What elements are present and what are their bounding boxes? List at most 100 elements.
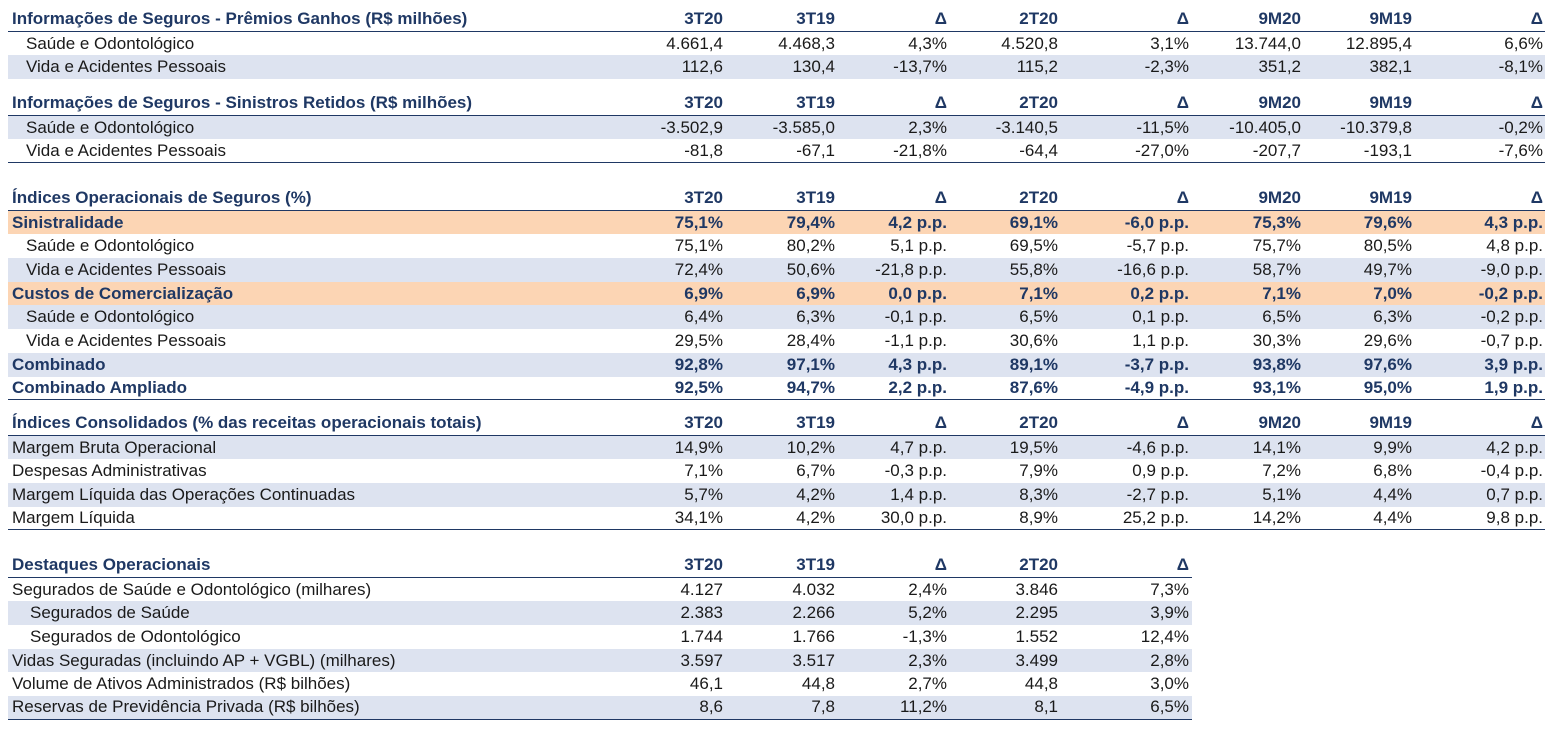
cell: 1,1 p.p. bbox=[1132, 330, 1189, 350]
cell: 79,4% bbox=[786, 212, 835, 232]
col-header: Δ bbox=[1176, 9, 1189, 29]
cell: 4.127 bbox=[680, 579, 723, 599]
col-header: Δ bbox=[1530, 93, 1543, 113]
cell: -16,6 p.p. bbox=[1117, 259, 1189, 279]
cell: 4,2 p.p. bbox=[1486, 437, 1543, 457]
cell: 3.517 bbox=[792, 650, 835, 670]
col-header: Δ bbox=[1176, 413, 1189, 433]
section-title: Índices Operacionais de Seguros (%) bbox=[12, 188, 312, 208]
cell: 80,2% bbox=[786, 236, 835, 256]
table-row: Vida e Acidentes Pessoais 72,4% 50,6% -2… bbox=[8, 258, 1545, 282]
row-label: Combinado bbox=[12, 354, 106, 374]
cell: 89,1% bbox=[1009, 354, 1058, 374]
cell: 49,7% bbox=[1363, 259, 1412, 279]
cell: -193,1 bbox=[1363, 140, 1412, 160]
cell: 93,8% bbox=[1252, 354, 1301, 374]
cell: 58,7% bbox=[1252, 259, 1301, 279]
cell: -3.502,9 bbox=[660, 117, 723, 137]
cell: 14,2% bbox=[1252, 508, 1301, 528]
col-header: Δ bbox=[1530, 413, 1543, 433]
row-label: Saúde e Odontológico bbox=[26, 117, 195, 137]
col-header: 3T19 bbox=[796, 9, 835, 29]
col-header: Δ bbox=[1176, 93, 1189, 113]
cell: 2,7% bbox=[908, 674, 947, 694]
cell: 3.846 bbox=[1015, 579, 1058, 599]
cell: 29,6% bbox=[1363, 330, 1412, 350]
cell: 6,7% bbox=[796, 461, 835, 481]
cell: 4.468,3 bbox=[778, 33, 835, 53]
table-row: Margem Bruta Operacional 14,9% 10,2% 4,7… bbox=[8, 435, 1545, 460]
cell: 10,2% bbox=[786, 437, 835, 457]
cell: 4,3 p.p. bbox=[1484, 212, 1543, 232]
cell: 30,6% bbox=[1009, 330, 1058, 350]
cell: 5,1 p.p. bbox=[890, 236, 947, 256]
row-label: Sinistralidade bbox=[12, 212, 124, 232]
row-label: Segurados de Saúde bbox=[30, 603, 190, 623]
section-title: Destaques Operacionais bbox=[12, 555, 211, 575]
cell: 14,9% bbox=[674, 437, 723, 457]
cell: 7,0% bbox=[1373, 283, 1412, 303]
sinistros-retidos-table: Informações de Seguros - Sinistros Retid… bbox=[8, 92, 1545, 164]
cell: 7,1% bbox=[1019, 283, 1058, 303]
indices-consolidados-table: Índices Consolidados (% das receitas ope… bbox=[8, 412, 1545, 531]
cell: 1,9 p.p. bbox=[1484, 377, 1543, 397]
cell: 1,4 p.p. bbox=[890, 484, 947, 504]
cell: -0,7 p.p. bbox=[1480, 330, 1543, 350]
table-row: Reservas de Previdência Privada (R$ bilh… bbox=[8, 696, 1192, 720]
cell: 112,6 bbox=[681, 57, 723, 77]
col-header: 3T19 bbox=[796, 93, 835, 113]
col-header: Δ bbox=[1530, 9, 1543, 29]
cell: 6,3% bbox=[1373, 307, 1412, 327]
cell: 5,1% bbox=[1262, 484, 1301, 504]
cell: 1.744 bbox=[680, 626, 723, 646]
premios-ganhos-table: Informações de Seguros - Prêmios Ganhos … bbox=[8, 8, 1545, 80]
cell: -2,3% bbox=[1144, 57, 1189, 77]
col-header: Δ bbox=[1530, 188, 1543, 208]
cell: 46,1 bbox=[689, 674, 723, 694]
row-label: Segurados de Odontológico bbox=[30, 626, 241, 646]
cell: 80,5% bbox=[1363, 236, 1412, 256]
cell: 0,1 p.p. bbox=[1132, 307, 1189, 327]
cell: 25,2 p.p. bbox=[1122, 508, 1189, 528]
col-header: 2T20 bbox=[1019, 188, 1058, 208]
cell: 7,8 bbox=[811, 697, 835, 717]
cell: 7,3% bbox=[1150, 579, 1189, 599]
cell: 12.895,4 bbox=[1345, 33, 1412, 53]
cell: -1,3% bbox=[902, 626, 947, 646]
cell: 69,5% bbox=[1009, 236, 1058, 256]
cell: -9,0 p.p. bbox=[1480, 259, 1543, 279]
row-label: Reservas de Previdência Privada (R$ bilh… bbox=[12, 697, 360, 717]
cell: -8,1% bbox=[1498, 57, 1543, 77]
cell: -0,2 p.p. bbox=[1478, 283, 1543, 303]
col-header: Δ bbox=[934, 413, 947, 433]
cell: 9,8 p.p. bbox=[1486, 508, 1543, 528]
cell: -4,6 p.p. bbox=[1126, 437, 1189, 457]
cell: -11,5% bbox=[1136, 117, 1189, 137]
table-row: Segurados de Saúde 2.383 2.266 5,2% 2.29… bbox=[8, 601, 1192, 626]
cell: 6,5% bbox=[1150, 697, 1189, 717]
row-label: Saúde e Odontológico bbox=[26, 307, 195, 327]
col-header: Δ bbox=[934, 93, 947, 113]
cell: 5,2% bbox=[908, 603, 947, 623]
cell: -0,3 p.p. bbox=[884, 461, 947, 481]
cell: 4,3% bbox=[908, 33, 947, 53]
cell: -7,6% bbox=[1498, 140, 1543, 160]
row-label: Margem Líquida bbox=[12, 508, 135, 528]
table-row: Sinistralidade 75,1% 79,4% 4,2 p.p. 69,1… bbox=[8, 210, 1545, 235]
row-label: Vidas Seguradas (incluindo AP + VGBL) (m… bbox=[12, 650, 396, 670]
col-header: 9M20 bbox=[1258, 188, 1301, 208]
row-label: Custos de Comercialização bbox=[12, 283, 234, 303]
table-header: Informações de Seguros - Sinistros Retid… bbox=[8, 92, 1545, 116]
cell: 3,9 p.p. bbox=[1484, 354, 1543, 374]
cell: 29,5% bbox=[674, 330, 723, 350]
cell: 92,5% bbox=[674, 377, 723, 397]
cell: 4.032 bbox=[792, 579, 835, 599]
cell: 95,0% bbox=[1363, 377, 1412, 397]
cell: -64,4 bbox=[1019, 140, 1058, 160]
cell: 94,7% bbox=[786, 377, 835, 397]
cell: 3,9% bbox=[1150, 603, 1189, 623]
cell: 3.597 bbox=[680, 650, 723, 670]
table-row: Vidas Seguradas (incluindo AP + VGBL) (m… bbox=[8, 648, 1192, 673]
cell: 0,2 p.p. bbox=[1130, 283, 1189, 303]
cell: -67,1 bbox=[796, 140, 835, 160]
